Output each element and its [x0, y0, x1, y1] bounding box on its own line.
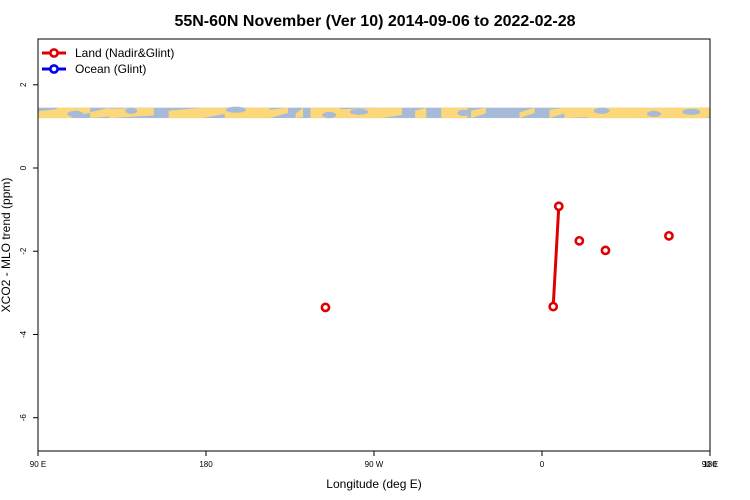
- x-tick-label: 90 E: [702, 460, 718, 469]
- legend-marker: [49, 64, 59, 74]
- data-point: [574, 235, 585, 246]
- map-strip-water: [593, 107, 610, 114]
- data-point: [320, 302, 331, 313]
- data-point: [548, 301, 559, 312]
- map-strip-land: [202, 107, 225, 119]
- y-tick-label: -2: [19, 247, 28, 255]
- map-strip-water: [457, 109, 470, 116]
- chart-title: 55N-60N November (Ver 10) 2014-09-06 to …: [174, 13, 575, 30]
- series-line-segment: [551, 206, 561, 307]
- data-point: [553, 201, 564, 212]
- legend: Land (Nadir&Glint) Ocean (Glint): [42, 46, 174, 76]
- map-strip-land: [381, 107, 402, 119]
- map-strip-land: [519, 107, 535, 119]
- map-strip-land: [706, 107, 710, 119]
- y-tick-label: -4: [19, 330, 28, 338]
- legend-label: Land (Nadir&Glint): [75, 46, 174, 60]
- legend-label: Ocean (Glint): [75, 62, 146, 76]
- x-tick-label: 90 W: [365, 460, 384, 469]
- map-strip-water: [647, 110, 661, 118]
- y-tick-label: 2: [19, 82, 28, 87]
- x-tick-label: 90 E: [30, 460, 46, 469]
- map-strip-land: [168, 107, 203, 119]
- map-strip-land: [549, 107, 565, 119]
- map-strip-land: [90, 107, 109, 119]
- map-strip-water: [322, 111, 337, 119]
- map-strip-land: [415, 107, 427, 119]
- map-strip-water: [682, 108, 701, 115]
- x-axis-label: Longitude (deg E): [326, 477, 421, 491]
- data-point: [600, 245, 611, 256]
- map-strip-water: [225, 106, 246, 113]
- map-strip-land: [586, 107, 640, 119]
- map-strip-water: [125, 107, 138, 114]
- series-land: [320, 201, 674, 313]
- y-axis-label: XCO2 - MLO trend (ppm): [0, 178, 13, 313]
- series-layer: [320, 201, 674, 313]
- y-axis: 2 0 -2 -4 -6: [19, 82, 38, 421]
- plot-frame: [37, 38, 711, 452]
- map-strip-land: [471, 107, 486, 119]
- map-strip-land: [295, 107, 304, 119]
- data-point: [664, 230, 674, 241]
- x-tick-label: 0: [540, 460, 545, 469]
- y-tick-label: 0: [19, 165, 28, 170]
- map-strip: [38, 106, 710, 119]
- y-tick-label: -6: [19, 414, 28, 422]
- x-tick-label: 180: [199, 460, 213, 469]
- map-strip-land: [564, 107, 587, 119]
- map-strip-water: [67, 110, 84, 118]
- x-tick-label: 180: [703, 460, 717, 469]
- legend-marker: [49, 48, 59, 58]
- map-strip-land: [269, 107, 289, 119]
- map-strip-water: [350, 108, 369, 115]
